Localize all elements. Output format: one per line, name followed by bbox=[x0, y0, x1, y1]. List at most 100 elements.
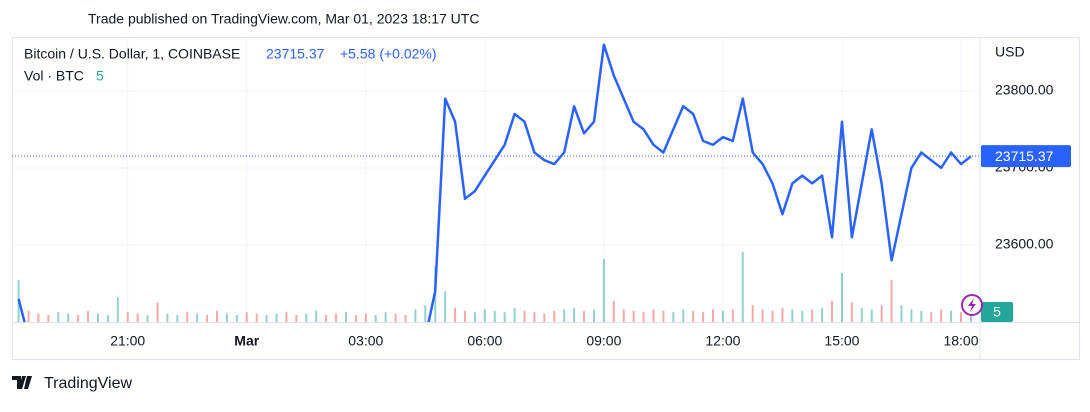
volume-bar bbox=[493, 310, 496, 322]
volume-bar bbox=[245, 312, 248, 322]
volume-bar bbox=[950, 310, 953, 322]
volume-bar bbox=[741, 252, 744, 322]
volume-bar bbox=[870, 309, 873, 322]
volume-bar bbox=[454, 308, 457, 322]
volume-bar bbox=[712, 309, 714, 322]
last-volume-label: 5 bbox=[993, 304, 1001, 320]
volume-bar bbox=[27, 310, 30, 322]
volume-bar bbox=[464, 310, 466, 322]
x-tick-label: 06:00 bbox=[467, 333, 502, 349]
y-tick-label: 23600.00 bbox=[995, 236, 1054, 252]
last-price-box bbox=[981, 145, 1071, 168]
volume-bar bbox=[890, 280, 893, 322]
volume-bar bbox=[900, 305, 903, 322]
volume-bar bbox=[374, 315, 377, 322]
volume-bar bbox=[186, 312, 189, 322]
volume-bar bbox=[404, 315, 407, 322]
volume-bar bbox=[77, 315, 80, 322]
volume-bar bbox=[67, 313, 70, 322]
volume-bar bbox=[811, 309, 814, 322]
volume-bar bbox=[354, 315, 357, 322]
volume-bar bbox=[960, 312, 962, 322]
symbol: Bitcoin / U.S. Dollar, 1, COINBASE bbox=[24, 46, 240, 62]
volume-bar bbox=[414, 309, 417, 322]
volume-bar bbox=[771, 310, 774, 322]
volume-bar bbox=[206, 315, 209, 322]
volume-bar bbox=[692, 310, 695, 322]
volume-title: Vol · BTC bbox=[24, 68, 84, 84]
volume-bar bbox=[533, 312, 536, 322]
last-price-label: 23715.37 bbox=[995, 148, 1054, 164]
volume-bar bbox=[483, 309, 486, 322]
volume-bar bbox=[384, 312, 387, 322]
x-tick-label: 12:00 bbox=[705, 333, 740, 349]
logo bbox=[12, 376, 32, 389]
volume-bar bbox=[265, 315, 268, 322]
x-tick-label: 18:00 bbox=[943, 333, 978, 349]
header: Trade published on TradingView.com, Mar … bbox=[88, 11, 479, 27]
volume-bar bbox=[364, 313, 367, 322]
volume-bar bbox=[225, 313, 228, 322]
frame bbox=[12, 37, 1080, 360]
plot bbox=[12, 43, 980, 322]
volume-bar bbox=[335, 313, 338, 322]
volume-value: 5 bbox=[96, 68, 104, 84]
volume-bar bbox=[840, 273, 843, 322]
x-tick-label: 21:00 bbox=[110, 333, 145, 349]
volume-bar bbox=[821, 308, 824, 322]
volume-bar bbox=[940, 309, 943, 322]
volume-bar bbox=[920, 310, 923, 322]
volume-bar bbox=[831, 301, 834, 322]
volume-bar bbox=[196, 313, 199, 322]
volume-bar bbox=[325, 315, 328, 322]
volume-bar bbox=[910, 309, 913, 322]
volume-bar bbox=[791, 309, 794, 322]
x-tick-label: 15:00 bbox=[824, 333, 859, 349]
volume-bar bbox=[781, 308, 784, 322]
volume-bar bbox=[176, 315, 179, 322]
volume-bar bbox=[57, 312, 60, 322]
volume-bar bbox=[166, 313, 169, 322]
volume-bar bbox=[662, 310, 665, 322]
y-tick-label: 23800.00 bbox=[995, 82, 1054, 98]
volume-bar bbox=[930, 312, 933, 322]
volume-bar bbox=[880, 305, 883, 322]
volume-bar bbox=[592, 309, 595, 322]
volume-bar bbox=[106, 315, 109, 322]
legend-change: +5.58 (+0.02%) bbox=[340, 46, 437, 62]
volume-bar bbox=[969, 315, 972, 322]
volume-bar bbox=[553, 310, 556, 322]
volume-bar bbox=[305, 313, 308, 322]
volume-bars bbox=[17, 252, 972, 322]
volume-bar bbox=[860, 308, 863, 322]
volume-bar bbox=[682, 309, 685, 322]
volume-bar bbox=[126, 312, 129, 322]
volume-bar bbox=[761, 309, 764, 322]
volume-bar bbox=[602, 259, 605, 322]
volume-bar bbox=[285, 312, 288, 322]
volume-bar bbox=[473, 312, 476, 322]
volume-bar bbox=[721, 310, 724, 322]
volume-bar bbox=[731, 309, 734, 322]
last-volume-box bbox=[981, 302, 1013, 322]
volume-bar bbox=[255, 313, 258, 322]
volume-bar bbox=[563, 309, 566, 322]
volume-bar bbox=[96, 313, 99, 322]
volume-bar bbox=[295, 315, 298, 322]
volume-bar bbox=[424, 305, 427, 322]
volume-bar bbox=[394, 313, 397, 322]
volume-bar bbox=[444, 291, 447, 322]
volume-bar bbox=[235, 315, 238, 322]
grid bbox=[12, 37, 980, 322]
volume-bar bbox=[315, 310, 318, 322]
price-line bbox=[17, 43, 972, 322]
volume-bar bbox=[37, 313, 40, 322]
volume-bar bbox=[642, 312, 645, 322]
volume-bar bbox=[632, 310, 635, 322]
volume-bar bbox=[850, 302, 853, 322]
x-tick-label: Mar bbox=[234, 333, 259, 349]
footer: TradingView bbox=[44, 375, 132, 392]
volume-bar bbox=[344, 312, 347, 322]
volume-bar bbox=[216, 310, 218, 322]
currency: USD bbox=[995, 44, 1025, 60]
